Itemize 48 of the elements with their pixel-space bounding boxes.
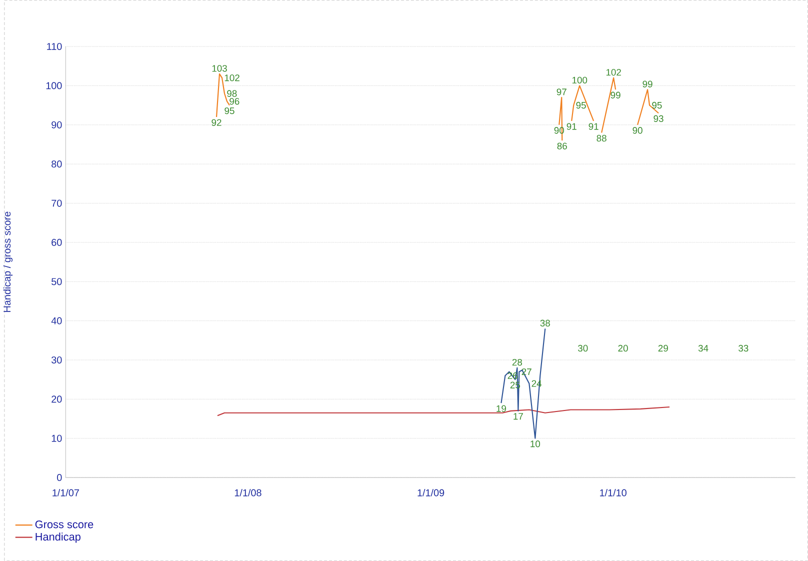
data-label: 99 (610, 92, 620, 99)
data-label: 95 (224, 108, 234, 114)
y-tick-label: 110 (47, 43, 62, 50)
data-label: 100 (572, 76, 588, 84)
x-tick-label: 1/1/07 (52, 489, 79, 496)
data-label: 88 (596, 134, 606, 142)
y-tick-label: 0 (57, 474, 62, 482)
y-tick-label: 10 (52, 434, 62, 442)
data-label: 95 (576, 102, 586, 109)
annotation: 34 (698, 344, 708, 352)
data-label: 96 (230, 98, 240, 105)
y-tick-label: 30 (52, 356, 62, 364)
y-axis-title: Handicap / gross score (3, 212, 13, 312)
y-tick-label: 40 (51, 317, 62, 324)
data-label: 93 (654, 115, 664, 122)
data-label: 92 (212, 119, 222, 126)
data-label: 98 (227, 90, 237, 97)
data-label: 28 (512, 359, 522, 366)
data-label: 103 (212, 65, 227, 72)
legend-label: Handicap (36, 532, 80, 543)
data-label: 38 (540, 320, 550, 327)
legend-label: Gross score (35, 520, 94, 528)
data-label: 90 (632, 127, 642, 134)
y-tick-label: 70 (52, 200, 62, 207)
x-tick-label: 1/1/09 (418, 489, 444, 496)
data-label: 95 (652, 102, 662, 109)
annotation: 29 (658, 344, 668, 352)
y-tick-label: 80 (52, 160, 62, 168)
data-label: 19 (496, 405, 506, 412)
y-tick-label: 60 (52, 238, 62, 246)
data-label: 91 (566, 123, 576, 130)
data-label: 17 (514, 413, 523, 420)
data-label: 86 (557, 142, 567, 150)
data-label: 102 (224, 74, 240, 82)
data-label: 102 (606, 69, 621, 76)
data-label: 99 (642, 80, 652, 88)
y-tick-label: 20 (52, 396, 62, 403)
data-label: 91 (588, 123, 598, 130)
data-label: 97 (556, 88, 566, 96)
annotation: 33 (738, 344, 748, 352)
y-tick-label: 90 (52, 121, 62, 128)
y-tick-label: 100 (46, 82, 62, 90)
annotation: 30 (578, 344, 588, 352)
x-tick-label: 1/1/08 (234, 489, 262, 496)
data-label: 10 (530, 440, 540, 448)
annotation: 20 (618, 344, 628, 352)
x-tick-label: 1/1/10 (600, 489, 626, 496)
y-tick-label: 50 (52, 278, 62, 286)
